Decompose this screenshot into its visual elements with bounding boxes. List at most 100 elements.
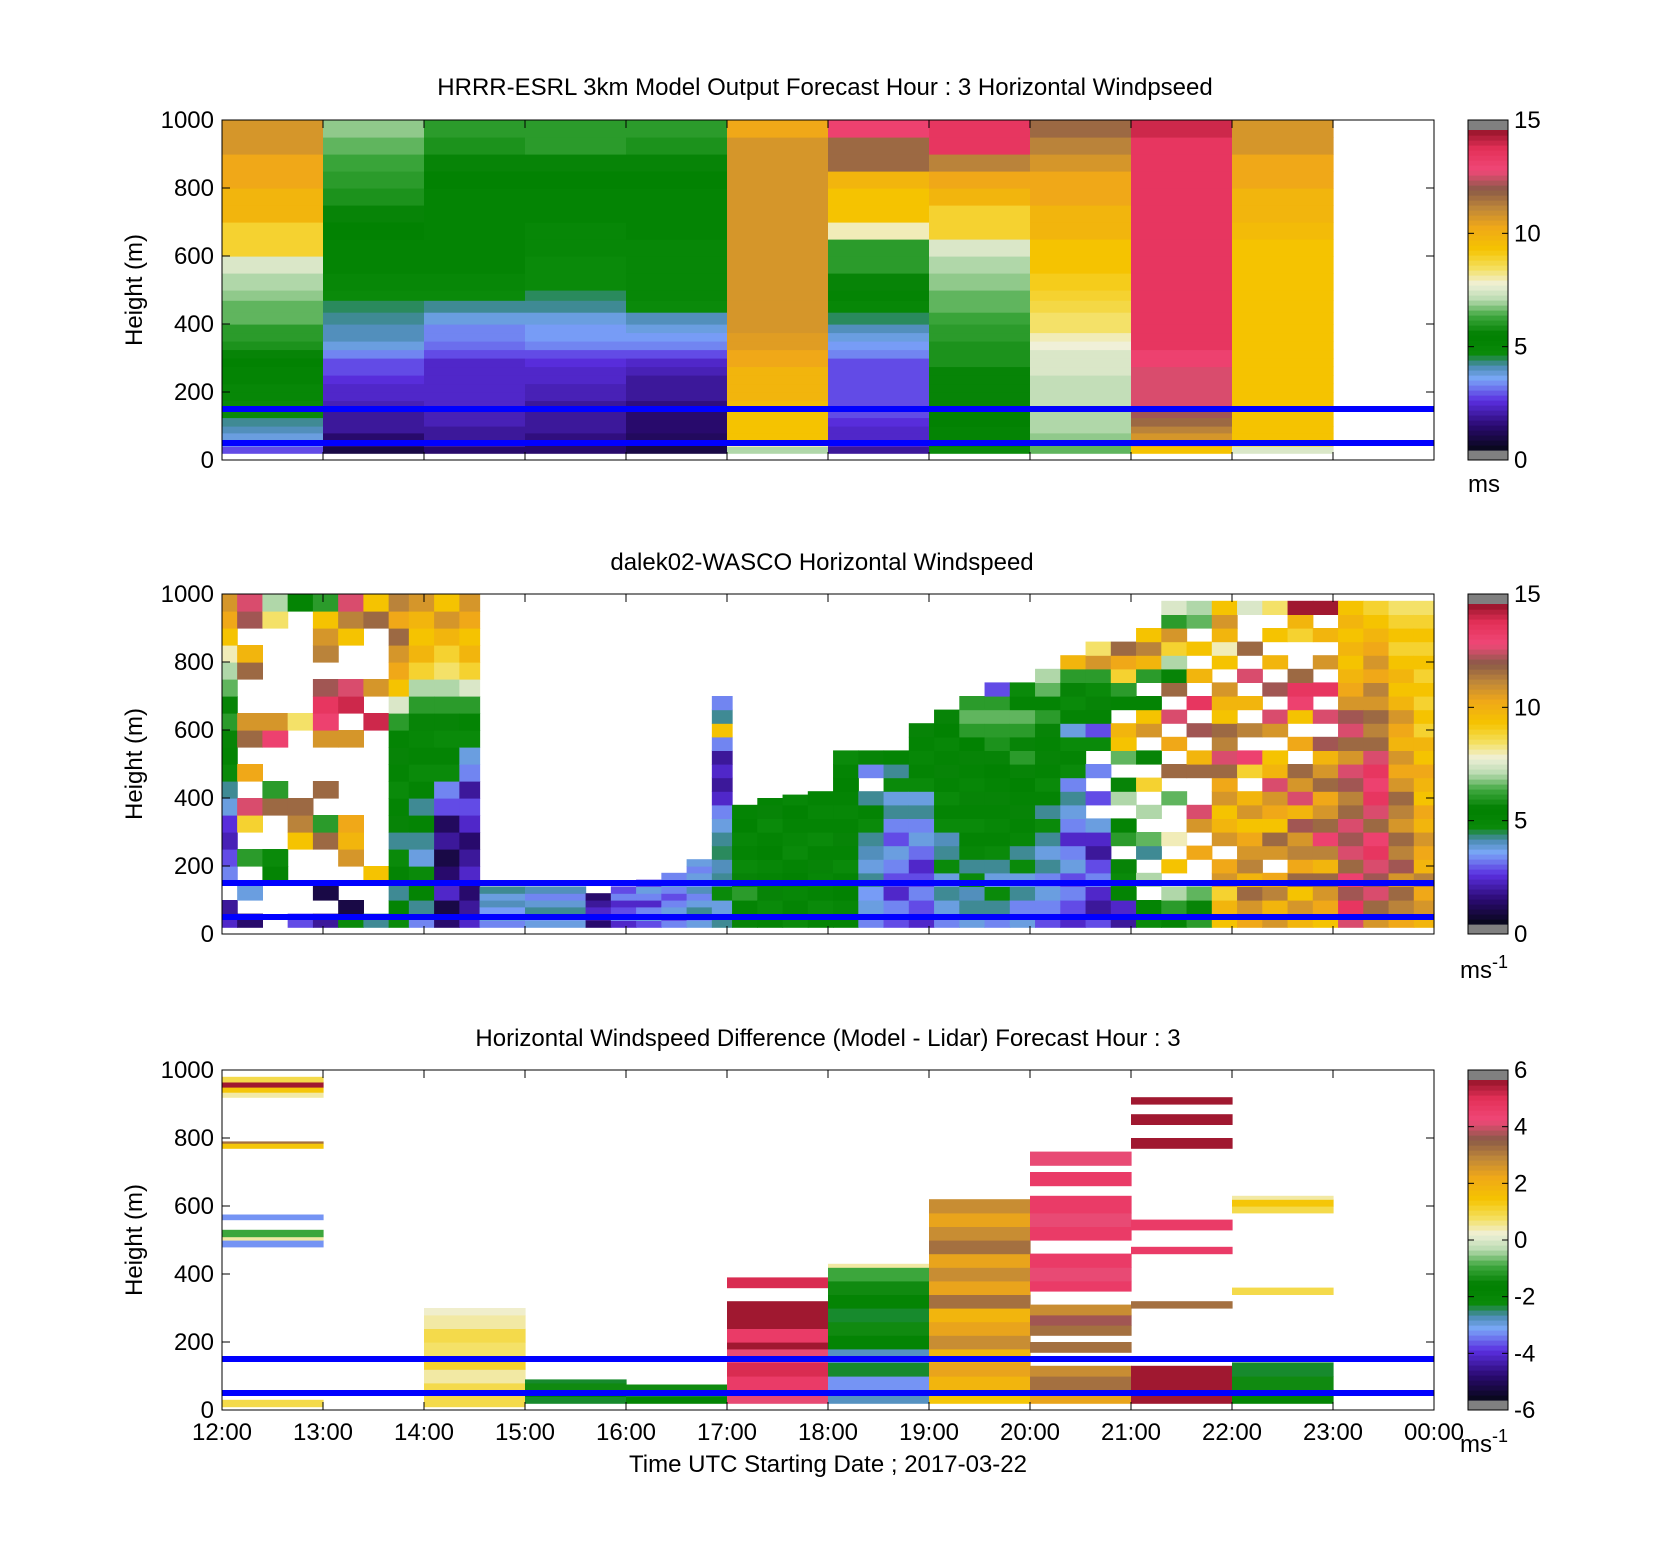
colorbar-swatch: [1468, 185, 1508, 191]
colorbar-swatch: [1468, 190, 1508, 196]
heatmap-cell: [287, 832, 314, 850]
heatmap-cell: [711, 736, 733, 751]
heatmap-cell: [408, 866, 435, 884]
heatmap-cell: [828, 366, 930, 376]
colorbar-bottom-cap: [1468, 924, 1508, 934]
heatmap-cell: [525, 332, 627, 342]
heatmap-cell: [828, 290, 930, 301]
heatmap-cell: [1232, 312, 1334, 325]
heatmap-cell: [1287, 668, 1314, 683]
heatmap-cell: [782, 900, 809, 915]
heatmap-cell: [237, 611, 263, 629]
heatmap-cell: [833, 764, 859, 779]
heatmap-cell: [434, 662, 460, 680]
panel-2-title: dalek02-WASCO Horizontal Windspeed: [610, 549, 1033, 576]
heatmap-cell: [424, 222, 526, 240]
heatmap-cell: [1262, 818, 1289, 833]
heatmap-cell: [434, 747, 460, 765]
heatmap-cell: [1413, 777, 1435, 792]
heatmap-cell: [1136, 641, 1162, 656]
heatmap-cell: [312, 594, 339, 612]
colorbar-swatch: [1468, 350, 1508, 356]
heatmap-cell: [934, 736, 960, 751]
heatmap-cell: [1131, 324, 1233, 334]
heatmap-cell: [1131, 290, 1233, 301]
heatmap-cell: [1030, 358, 1132, 368]
heatmap-cell: [858, 750, 885, 765]
heatmap-cell: [1035, 900, 1061, 915]
heatmap-cell: [1030, 256, 1132, 274]
heatmap-cell: [388, 594, 410, 612]
heatmap-cell: [727, 358, 829, 368]
heatmap-cell: [1035, 709, 1061, 724]
heatmap-cell: [1287, 900, 1314, 915]
heatmap-cell: [1232, 358, 1334, 368]
heatmap-cell: [732, 900, 758, 915]
heatmap-cell: [1030, 1212, 1132, 1227]
heatmap-cell: [459, 730, 481, 748]
heatmap-cell: [959, 696, 986, 711]
heatmap-cell: [363, 713, 390, 731]
heatmap-cell: [1085, 709, 1112, 724]
heatmap-cell: [934, 832, 960, 847]
heatmap-cell: [1085, 886, 1112, 901]
heatmap-cell: [222, 866, 238, 884]
x-tick-label: 19:00: [899, 1419, 959, 1446]
heatmap-cell: [1413, 818, 1435, 833]
heatmap-cell: [408, 815, 435, 833]
heatmap-cell: [1363, 886, 1390, 901]
heatmap-cell: [1338, 804, 1364, 819]
heatmap-cell: [338, 611, 364, 629]
heatmap-cell: [1131, 366, 1233, 376]
heatmap-cell: [222, 696, 238, 714]
heatmap-cell: [1232, 1195, 1334, 1200]
heatmap-cell: [424, 446, 526, 454]
heatmap-cell: [833, 818, 859, 833]
colorbar-swatch: [1468, 1195, 1508, 1201]
heatmap-cell: [222, 781, 238, 799]
heatmap-cell: [1232, 290, 1334, 301]
heatmap-cell: [434, 798, 460, 816]
heatmap-cell: [434, 883, 460, 901]
y-tick-label: 400: [174, 785, 214, 812]
colorbar-swatch: [1468, 1280, 1508, 1286]
heatmap-cell: [934, 709, 960, 724]
heatmap-cell: [424, 188, 526, 206]
heatmap-cell: [1287, 859, 1314, 874]
heatmap-cell: [929, 417, 1031, 427]
heatmap-cell: [408, 713, 435, 731]
heatmap-cell: [727, 239, 829, 257]
y-tick-label: 1000: [161, 107, 214, 134]
heatmap-cell: [833, 886, 859, 901]
heatmap-cell: [1131, 154, 1233, 172]
heatmap-cell: [525, 375, 627, 385]
heatmap-cell: [929, 1362, 1031, 1377]
heatmap-cell: [237, 849, 263, 867]
heatmap-cell: [1287, 886, 1314, 901]
heatmap-cell: [1232, 154, 1334, 172]
heatmap-cell: [1363, 804, 1390, 819]
heatmap-cell: [1262, 628, 1289, 643]
heatmap-cell: [929, 1199, 1031, 1214]
colorbar-swatch: [1468, 729, 1508, 735]
heatmap-cell: [984, 832, 1011, 847]
heatmap-cell: [424, 375, 526, 385]
heatmap-cell: [686, 920, 713, 928]
colorbar-swatch: [1468, 265, 1508, 271]
heatmap-cell: [479, 920, 526, 928]
heatmap-cell: [1136, 723, 1162, 738]
colorbar-swatch: [1468, 754, 1508, 760]
heatmap-cell: [222, 222, 324, 240]
heatmap-cell: [222, 426, 324, 434]
heatmap-cell: [1085, 668, 1112, 683]
heatmap-cell: [1312, 777, 1339, 792]
heatmap-cell: [959, 723, 986, 738]
heatmap-cell: [262, 730, 289, 748]
heatmap-cell: [1131, 349, 1233, 359]
heatmap-cell: [1237, 641, 1263, 656]
heatmap-cell: [711, 832, 733, 847]
colorbar-tick-label: 2: [1514, 1170, 1527, 1197]
heatmap-cell: [1287, 736, 1314, 751]
heatmap-cell: [828, 154, 930, 172]
heatmap-cell: [807, 859, 834, 874]
